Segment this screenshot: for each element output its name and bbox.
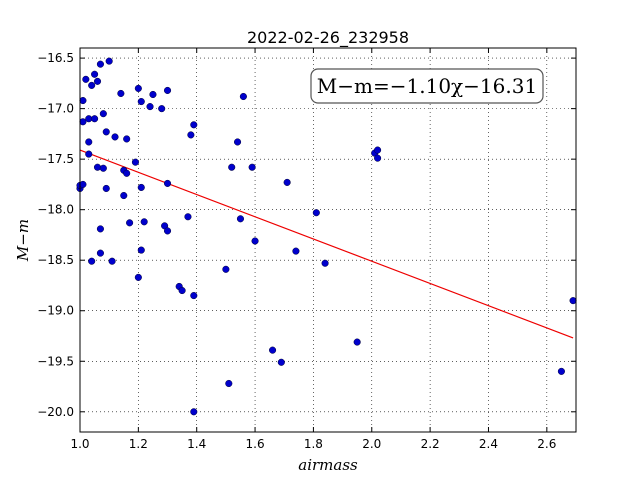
x-tick-label: 2.2	[421, 437, 440, 451]
data-point	[178, 286, 186, 295]
fit-line	[79, 149, 574, 339]
y-tick-label: −16.5	[37, 51, 74, 65]
plot-frame	[79, 47, 577, 433]
data-point	[251, 237, 259, 245]
equation-box: M−m=−1.10χ−16.31	[310, 68, 544, 104]
x-tick-label: 1.8	[304, 437, 323, 451]
equation-box-frame	[310, 68, 544, 104]
data-point	[137, 246, 145, 254]
y-tick-label: −18.0	[37, 203, 74, 217]
data-point	[239, 92, 247, 101]
data-points	[76, 57, 577, 416]
data-point	[99, 164, 107, 172]
plot-background	[80, 48, 576, 432]
x-axis-label: airmass	[298, 456, 358, 474]
y-tick-label: −20.0	[37, 405, 74, 419]
data-point	[137, 98, 145, 106]
x-tick-label: 2.6	[537, 437, 556, 451]
data-point	[353, 338, 361, 346]
data-point	[108, 257, 116, 265]
x-tick-label: 1.4	[187, 437, 206, 451]
axis-ticks: 1.0 1.2 1.4 1.6 1.8 2.0 2.2 2.4 2.6 −16.5 −17.0 −17…	[37, 48, 576, 451]
y-tick-label: −17.5	[37, 152, 74, 166]
data-point	[190, 121, 198, 129]
data-point	[123, 169, 131, 177]
data-point	[312, 209, 320, 217]
data-point	[222, 265, 230, 273]
data-point	[91, 115, 99, 123]
data-point	[187, 131, 195, 139]
data-point	[79, 180, 87, 188]
data-point	[102, 128, 110, 136]
data-point	[228, 163, 236, 171]
data-point	[111, 133, 119, 141]
x-tick-label: 1.0	[70, 437, 89, 451]
data-point	[140, 218, 148, 226]
data-point	[134, 273, 142, 281]
data-point	[120, 191, 128, 200]
data-point	[99, 110, 107, 118]
y-tick-label: −19.5	[37, 354, 74, 368]
data-point	[88, 81, 96, 89]
data-point	[91, 70, 99, 78]
y-tick-label: −17.0	[37, 102, 74, 116]
data-point	[225, 379, 233, 388]
data-point	[102, 184, 110, 193]
data-point	[163, 227, 172, 235]
data-point	[79, 96, 87, 105]
data-point	[134, 84, 142, 92]
data-point	[105, 57, 113, 65]
data-point	[158, 105, 166, 113]
y-tick-label: −18.5	[37, 253, 74, 267]
data-point	[96, 225, 104, 233]
data-point	[321, 259, 329, 267]
data-point	[190, 408, 198, 416]
x-tick-label: 1.2	[129, 437, 148, 451]
data-point	[88, 257, 96, 265]
data-point	[292, 247, 300, 255]
data-point	[569, 297, 577, 305]
data-point	[149, 90, 157, 99]
data-point	[93, 77, 102, 85]
data-point	[248, 163, 256, 171]
data-point	[123, 135, 131, 143]
y-axis-label: M−m	[14, 219, 32, 262]
chart-title: 2022-02-26_232958	[247, 28, 409, 48]
data-point	[82, 75, 90, 83]
data-point	[277, 358, 285, 366]
data-point	[137, 183, 145, 192]
plot-area: 1.0 1.2 1.4 1.6 1.8 2.0 2.2 2.4 2.6 −16.5 −17.0 −17…	[37, 47, 577, 451]
data-point	[85, 150, 93, 158]
data-point	[96, 249, 104, 257]
data-point	[283, 178, 291, 186]
data-point	[374, 154, 382, 162]
data-point	[93, 163, 102, 171]
data-point	[131, 158, 139, 166]
data-point	[85, 138, 93, 146]
data-point	[146, 103, 154, 111]
data-point	[126, 219, 134, 227]
data-point	[163, 179, 172, 187]
x-tick-label: 2.0	[362, 437, 381, 451]
x-tick-label: 1.6	[246, 437, 265, 451]
data-point	[79, 118, 87, 126]
data-point	[163, 86, 172, 94]
x-tick-label: 2.4	[479, 437, 498, 451]
data-point	[96, 60, 104, 68]
equation-text: M−m=−1.10χ−16.31	[317, 74, 537, 98]
data-point	[184, 213, 192, 221]
data-point	[117, 89, 125, 98]
data-point	[236, 215, 245, 223]
data-point	[374, 146, 382, 154]
y-tick-label: −19.0	[37, 304, 74, 318]
data-point	[234, 138, 242, 146]
data-point	[557, 367, 565, 375]
data-point	[190, 292, 198, 300]
data-point	[269, 346, 277, 354]
